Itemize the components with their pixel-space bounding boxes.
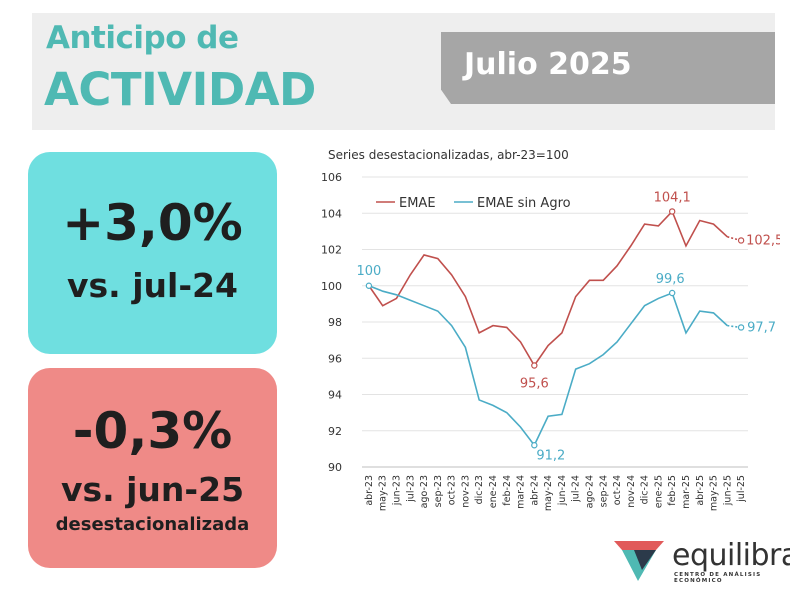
- x-tick-label: ene-25: [653, 475, 664, 508]
- x-tick-label: jun-25: [722, 475, 733, 506]
- y-tick-label: 100: [321, 280, 342, 293]
- mom-value: -0,3%: [72, 402, 233, 460]
- y-tick-label: 90: [328, 461, 342, 474]
- x-tick-label: may-25: [709, 475, 720, 511]
- data-point-marker: [365, 282, 373, 289]
- y-tick-label: 104: [321, 207, 342, 220]
- data-label: 95,6: [520, 377, 549, 392]
- data-label: 100: [356, 264, 381, 279]
- brand-name: equilibra: [672, 538, 790, 573]
- data-label: 104,1: [654, 190, 691, 205]
- data-point-marker: [668, 208, 676, 215]
- x-tick-label: jul-23: [405, 475, 416, 503]
- brand-tagline: CENTRO DE ANÁLISIS ECONÓMICO: [674, 572, 762, 584]
- x-tick-label: jul-24: [571, 475, 582, 503]
- x-tick-label: abr-25: [695, 475, 706, 506]
- x-tick-label: abr-24: [529, 475, 540, 506]
- line-chart: Series desestacionalizadas, abr-23=100 9…: [321, 148, 780, 511]
- data-point-marker: [737, 324, 745, 331]
- y-tick-label: 98: [328, 316, 342, 329]
- x-tick-label: ago-24: [584, 475, 595, 508]
- title-line-1: Anticipo de: [46, 20, 239, 56]
- x-tick-label: sep-24: [598, 475, 609, 507]
- mom-note: desestacionalizada: [55, 514, 250, 535]
- x-tick-label: may-23: [378, 475, 389, 511]
- date-banner: [441, 32, 775, 104]
- x-tick-label: ago-23: [419, 475, 430, 508]
- x-tick-label: jul-25: [736, 475, 747, 503]
- x-tick-label: nov-23: [460, 475, 471, 508]
- y-tick-label: 94: [328, 389, 342, 402]
- data-point-marker: [668, 289, 676, 297]
- series-line-emae: [368, 209, 728, 367]
- data-point-marker: [737, 237, 745, 244]
- x-tick-label: mar-24: [516, 475, 527, 509]
- y-tick-label: 106: [321, 171, 342, 184]
- x-tick-label: oct-23: [447, 475, 458, 505]
- y-tick-label: 92: [328, 425, 342, 438]
- yoy-reference: vs. jul-24: [67, 266, 238, 305]
- x-tick-label: sep-23: [433, 475, 444, 507]
- legend-label-emae-sin-agro: EMAE sin Agro: [477, 196, 571, 211]
- data-label: 91,2: [536, 448, 565, 463]
- data-label: 102,5: [746, 233, 780, 248]
- data-label: 99,6: [656, 272, 685, 287]
- data-point-marker: [531, 442, 538, 449]
- x-tick-label: nov-24: [626, 475, 637, 508]
- title-line-2: ACTIVIDAD: [44, 63, 316, 116]
- report-date: Julio 2025: [464, 47, 632, 82]
- yoy-card: +3,0% vs. jul-24: [28, 152, 277, 354]
- series-line-emae-sin-agro: [368, 285, 728, 447]
- x-tick-label: dic-23: [474, 475, 485, 504]
- chart-title: Series desestacionalizadas, abr-23=100: [328, 148, 569, 162]
- x-tick-label: ene-24: [488, 475, 499, 508]
- x-tick-label: feb-24: [502, 475, 513, 506]
- y-tick-label: 102: [321, 244, 342, 257]
- equilibra-logo-icon: [614, 541, 664, 581]
- legend-label-emae: EMAE: [399, 196, 436, 211]
- x-tick-label: jun-24: [557, 475, 568, 506]
- x-tick-label: mar-25: [681, 475, 692, 509]
- x-tick-label: dic-24: [640, 475, 651, 504]
- y-tick-label: 96: [328, 352, 342, 365]
- x-tick-label: may-24: [543, 475, 554, 511]
- x-tick-label: abr-23: [364, 475, 375, 506]
- x-tick-label: feb-25: [667, 475, 678, 506]
- mom-card: -0,3% vs. jun-25 desestacionalizada: [28, 368, 277, 568]
- yoy-value: +3,0%: [62, 194, 243, 252]
- data-point-marker: [531, 362, 538, 369]
- data-label: 97,7: [747, 320, 776, 335]
- x-tick-label: jun-23: [391, 475, 402, 506]
- x-tick-label: oct-24: [612, 475, 623, 505]
- mom-reference: vs. jun-25: [60, 470, 245, 509]
